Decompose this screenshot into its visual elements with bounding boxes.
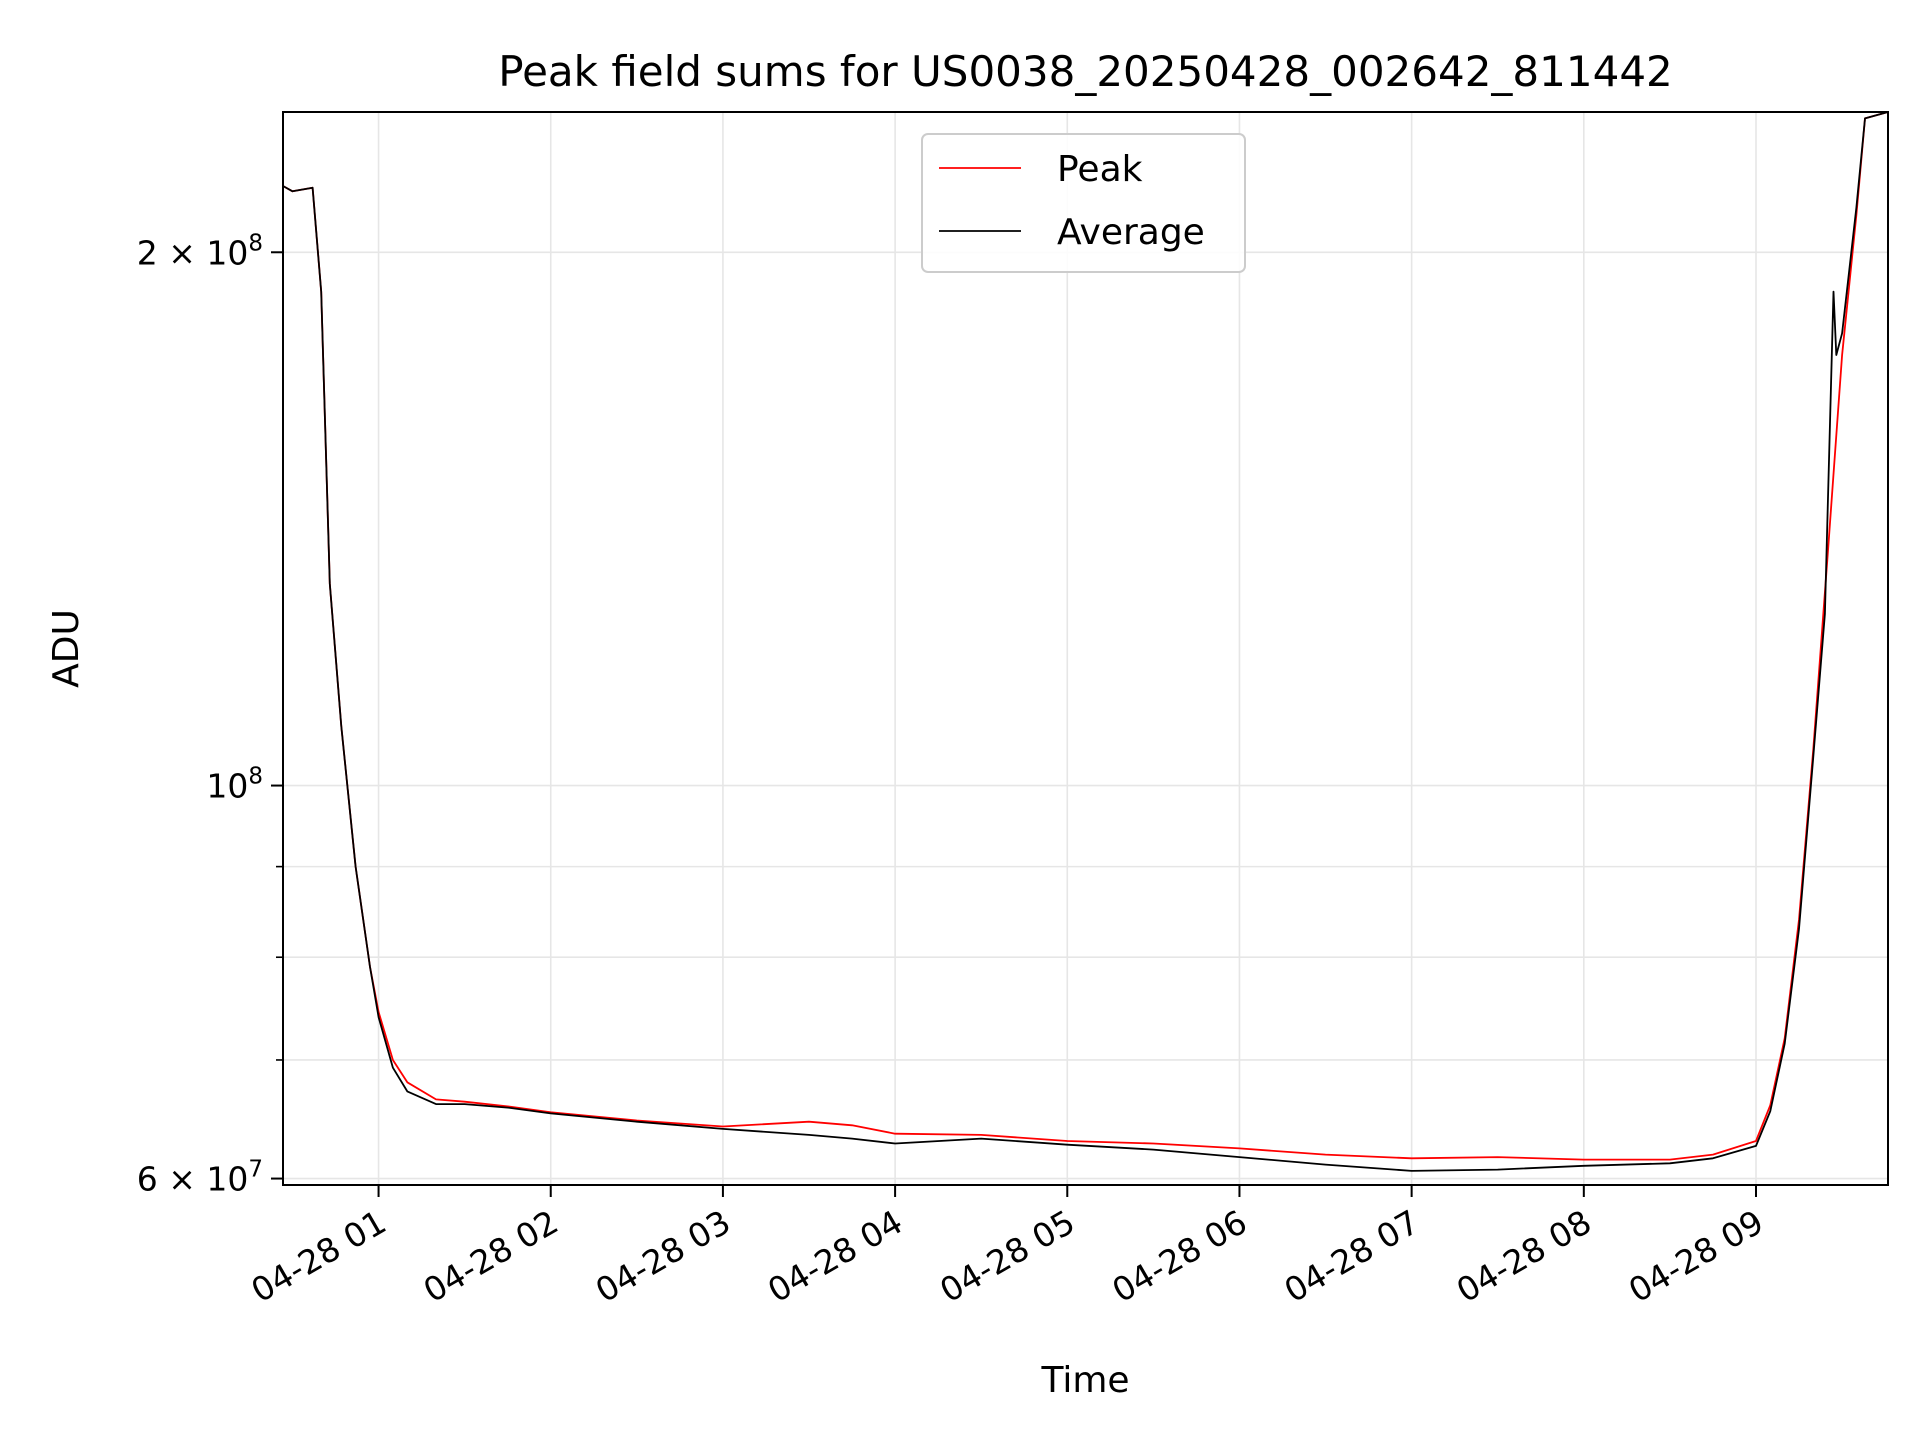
y-axis-label: ADU (46, 609, 87, 688)
y-tick-label: 2 × 108 (137, 230, 263, 272)
y-tick-label: 108 (206, 764, 263, 806)
x-axis-label: Time (1040, 1360, 1129, 1401)
y-tick-label: 6 × 107 (137, 1157, 263, 1199)
chart-title: Peak field sums for US0038_20250428_0026… (498, 47, 1673, 96)
legend: Peak Average (921, 133, 1246, 273)
legend-label: Peak (1057, 149, 1143, 190)
plot-frame (282, 111, 1889, 1186)
series-layer (282, 111, 1889, 1172)
series-line-average (282, 111, 1889, 1172)
legend-label: Average (1057, 212, 1205, 253)
